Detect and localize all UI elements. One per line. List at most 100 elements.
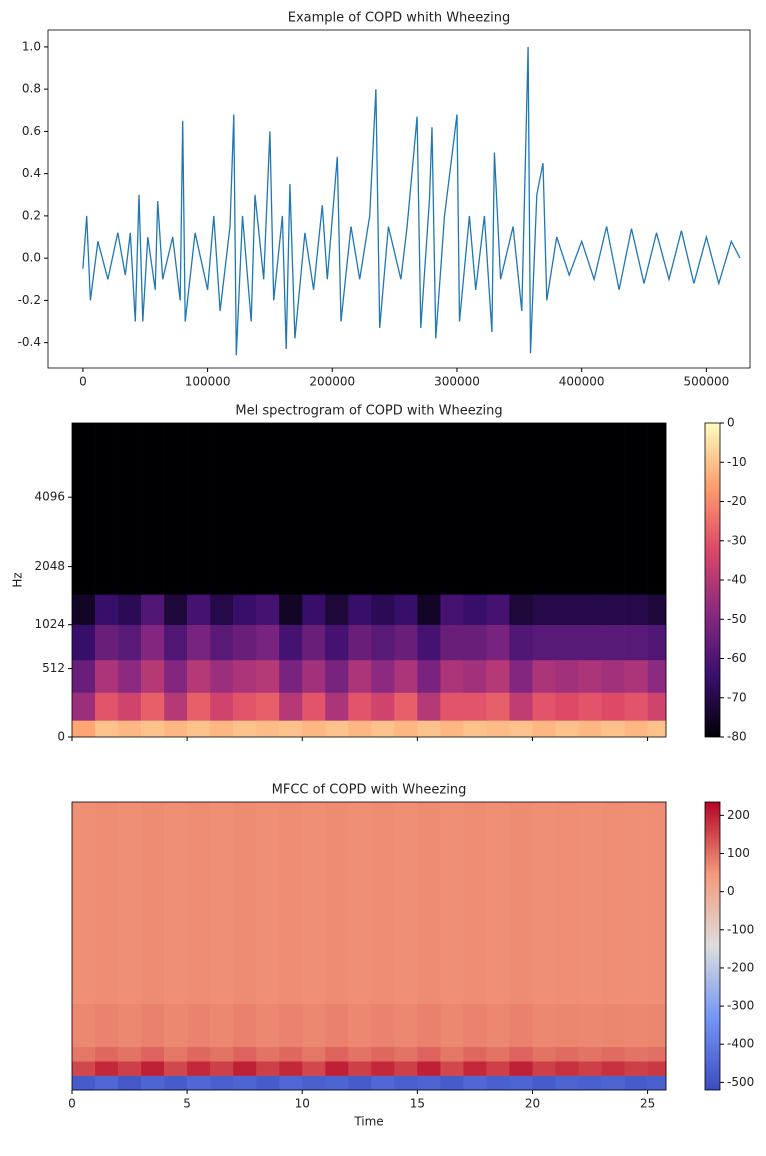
- heatmap-cell: [555, 659, 579, 693]
- heatmap-cell: [72, 659, 96, 693]
- heatmap-cell: [486, 1046, 510, 1062]
- heatmap-cell: [463, 720, 487, 738]
- heatmap-cell: [394, 802, 418, 1004]
- heatmap-cell: [233, 1061, 257, 1076]
- heatmap-cell: [95, 1003, 119, 1048]
- heatmap-cell: [601, 624, 625, 661]
- heatmap-cell: [486, 659, 510, 693]
- heatmap-cell: [463, 1075, 487, 1091]
- y-tick-label: 0.2: [22, 208, 41, 222]
- chart-title: Mel spectrogram of COPD with Wheezing: [235, 404, 502, 419]
- heatmap-cell: [95, 692, 119, 721]
- colorbar-tick-label: -20: [727, 494, 747, 508]
- heatmap-cell: [256, 423, 280, 595]
- heatmap-cell: [348, 692, 372, 721]
- heatmap-cell: [233, 624, 257, 661]
- heatmap-cell: [141, 1061, 165, 1076]
- heatmap-cell: [463, 1003, 487, 1048]
- heatmap-cell: [509, 659, 533, 693]
- plot-frame: [71, 801, 667, 1091]
- heatmap-cell: [440, 1003, 464, 1048]
- colorbar-tick-label: -80: [727, 730, 747, 744]
- heatmap-cell: [624, 802, 648, 1004]
- chart-title: Example of COPD whith Wheezing: [288, 11, 510, 26]
- heatmap-cell: [532, 1061, 556, 1076]
- heatmap-cell: [624, 692, 648, 721]
- heatmap-cell: [279, 594, 303, 625]
- heatmap-cell: [210, 720, 234, 738]
- heatmap-cell: [302, 423, 326, 595]
- heatmap-cell: [578, 1061, 602, 1076]
- heatmap-cell: [509, 692, 533, 721]
- heatmap-cell: [371, 802, 395, 1004]
- heatmap-cell: [141, 1003, 165, 1048]
- heatmap-cell: [302, 720, 326, 738]
- heatmap-cell: [141, 594, 165, 625]
- heatmap-cell: [601, 1075, 625, 1091]
- heatmap-cell: [486, 720, 510, 738]
- heatmap-cell: [509, 1003, 533, 1048]
- heatmap-cell: [371, 624, 395, 661]
- heatmap-cell: [509, 802, 533, 1004]
- heatmap-cell: [279, 692, 303, 721]
- heatmap-cell: [647, 1003, 667, 1048]
- x-tick-label: 500000: [683, 375, 729, 389]
- colorbar-tick-label: 0: [727, 416, 735, 430]
- heatmap-cell: [233, 720, 257, 738]
- heatmap-cell: [325, 802, 349, 1004]
- heatmap-cell: [348, 802, 372, 1004]
- y-tick-label: 1.0: [22, 39, 41, 53]
- heatmap-cell: [72, 423, 96, 595]
- heatmap-cell: [417, 1061, 441, 1076]
- heatmap-cell: [532, 1075, 556, 1091]
- heatmap-cell: [256, 1061, 280, 1076]
- heatmap-cell: [647, 423, 667, 595]
- heatmap-cell: [624, 594, 648, 625]
- heatmap-cell: [348, 720, 372, 738]
- heatmap-cell: [233, 692, 257, 721]
- heatmap-cell: [187, 659, 211, 693]
- heatmap-cell: [555, 1003, 579, 1048]
- heatmap-cell: [371, 1061, 395, 1076]
- y-tick-label: -0.4: [18, 335, 41, 349]
- heatmap-cell: [440, 1046, 464, 1062]
- heatmap-cell: [118, 692, 142, 721]
- heatmap-cell: [141, 423, 165, 595]
- colorbar-tick-label: 200: [727, 808, 750, 822]
- heatmap-cell: [578, 692, 602, 721]
- heatmap-cell: [95, 1075, 119, 1091]
- colorbar-tick-label: -500: [727, 1075, 754, 1089]
- heatmap-cell: [95, 624, 119, 661]
- heatmap-cell: [394, 594, 418, 625]
- heatmap-cell: [555, 720, 579, 738]
- y-tick-label: 4096: [34, 490, 65, 504]
- heatmap-cell: [302, 802, 326, 1004]
- heatmap-cell: [463, 594, 487, 625]
- x-axis-label: Time: [353, 1115, 383, 1129]
- x-tick-label: 15: [410, 1097, 425, 1111]
- heatmap-cell: [601, 1061, 625, 1076]
- heatmap-cell: [440, 1075, 464, 1091]
- heatmap-cell: [463, 802, 487, 1004]
- heatmap-cell: [348, 423, 372, 595]
- heatmap-cell: [417, 692, 441, 721]
- heatmap-cell: [578, 1075, 602, 1091]
- heatmap-cell: [417, 659, 441, 693]
- heatmap-cell: [394, 624, 418, 661]
- heatmap-cell: [440, 1061, 464, 1076]
- heatmap-cell: [394, 692, 418, 721]
- heatmap-cell: [118, 720, 142, 738]
- heatmap-cell: [325, 594, 349, 625]
- chart-title: MFCC of COPD with Wheezing: [272, 783, 467, 798]
- colorbar-tick-label: -10: [727, 455, 747, 469]
- heatmap-cell: [440, 624, 464, 661]
- heatmap-cell: [164, 659, 188, 693]
- heatmap-cell: [187, 594, 211, 625]
- heatmap-cell: [279, 720, 303, 738]
- heatmap-cell: [440, 594, 464, 625]
- heatmap-cell: [532, 594, 556, 625]
- heatmap-cell: [647, 1075, 667, 1091]
- heatmap-cell: [118, 1046, 142, 1062]
- y-tick-label: 0.4: [22, 166, 41, 180]
